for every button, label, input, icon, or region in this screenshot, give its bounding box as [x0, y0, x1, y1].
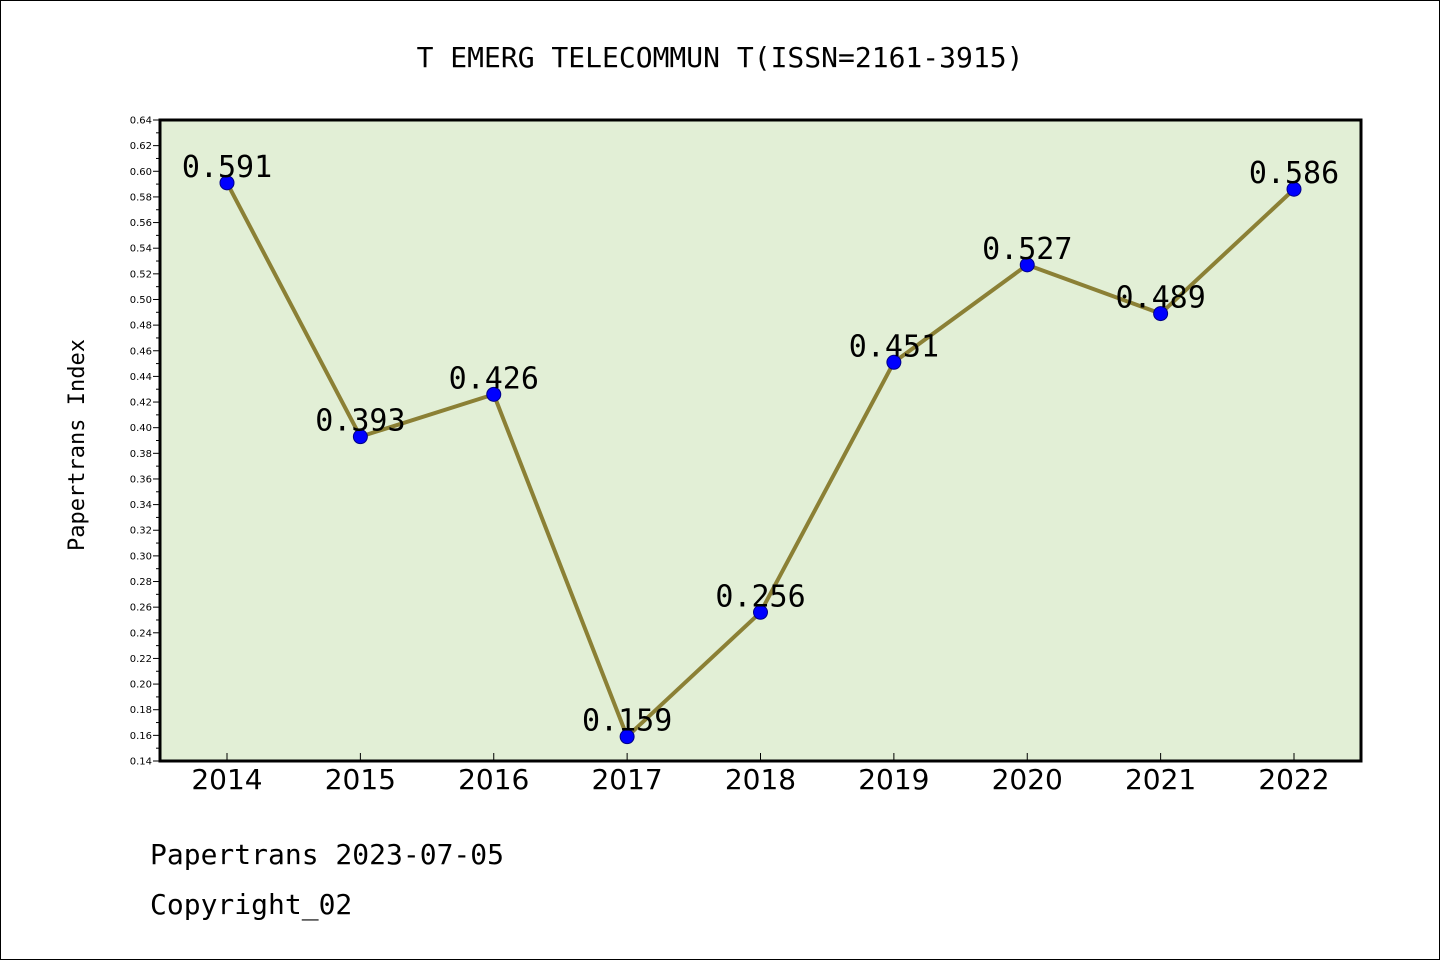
- y-tick-label: 0.48: [130, 321, 152, 332]
- y-tick-label: 0.38: [130, 449, 152, 460]
- data-label: 0.591: [182, 150, 272, 185]
- y-tick-label: 0.20: [130, 680, 152, 691]
- y-tick-label: 0.60: [130, 167, 152, 178]
- data-point: [886, 354, 902, 370]
- y-axis-label: Papertrans Index: [65, 339, 90, 551]
- y-tick-label: 0.18: [130, 705, 152, 716]
- y-tick-label: 0.26: [130, 603, 152, 614]
- data-point: [486, 386, 502, 402]
- data-label: 0.426: [449, 361, 539, 396]
- chart-title: T EMERG TELECOMMUN T(ISSN=2161-3915): [417, 41, 1024, 74]
- x-tick-label: 2021: [1125, 763, 1196, 796]
- x-tick-label: 2019: [858, 763, 929, 796]
- footer-copyright: Copyright_02: [150, 888, 352, 922]
- data-point: [753, 604, 768, 620]
- y-tick-label: 0.44: [130, 372, 152, 383]
- y-tick-label: 0.46: [130, 346, 152, 357]
- y-tick-label: 0.58: [130, 192, 152, 203]
- y-tick-label: 0.24: [130, 628, 152, 639]
- plot-area: [158, 118, 1363, 763]
- y-tick-label: 0.52: [130, 269, 152, 280]
- y-tick-label: 0.56: [130, 218, 152, 229]
- y-tick-label: 0.28: [130, 577, 152, 588]
- y-tick-label: 0.62: [130, 141, 152, 152]
- x-tick-label: 2020: [992, 763, 1063, 796]
- data-label: 0.159: [582, 704, 672, 739]
- y-tick-label: 0.40: [130, 423, 152, 434]
- y-tick-label: 0.32: [130, 526, 152, 537]
- y-tick-label: 0.64: [130, 116, 152, 127]
- y-tick-label: 0.14: [130, 757, 152, 768]
- y-tick-label: 0.36: [130, 474, 152, 485]
- x-tick-label: 2015: [325, 763, 396, 796]
- y-tick-label: 0.16: [130, 731, 152, 742]
- data-label: 0.256: [715, 579, 805, 614]
- data-point: [1286, 181, 1302, 197]
- x-tick-label: 2022: [1258, 763, 1329, 796]
- y-tick-label: 0.42: [130, 398, 152, 409]
- x-tick-label: 2014: [191, 763, 262, 796]
- x-tick-label: 2016: [458, 763, 529, 796]
- data-point: [1019, 257, 1035, 273]
- x-tick-label: 2018: [725, 763, 796, 796]
- y-tick-label: 0.22: [130, 654, 152, 665]
- y-tick-label: 0.30: [130, 551, 152, 562]
- x-axis: 2014 2015 2016 2017 2018 2019 2020 2021 2022: [191, 753, 1330, 796]
- footer-date: Papertrans 2023-07-05: [150, 838, 504, 871]
- data-label: 0.527: [982, 232, 1072, 267]
- x-tick-label: 2017: [591, 763, 662, 796]
- data-label: 0.489: [1115, 281, 1205, 316]
- y-tick-label: 0.54: [130, 244, 152, 255]
- y-tick-label: 0.34: [130, 500, 152, 511]
- data-point: [619, 729, 635, 745]
- data-label: 0.393: [315, 404, 405, 439]
- data-point: [352, 429, 368, 445]
- data-point: [219, 175, 235, 191]
- series-layer: 0.591 0.393 0.426 0.159 0.256 0.451 0.527 0.489…: [182, 150, 1339, 745]
- y-tick-label: 0.50: [130, 295, 152, 306]
- data-label: 0.586: [1249, 156, 1339, 191]
- data-label: 0.451: [849, 329, 939, 364]
- y-axis: 0.14 0.16 0.18 0.20 0.22 0.24 0.26 0.28 0.30 0.32…: [130, 116, 160, 768]
- data-point: [1153, 306, 1169, 322]
